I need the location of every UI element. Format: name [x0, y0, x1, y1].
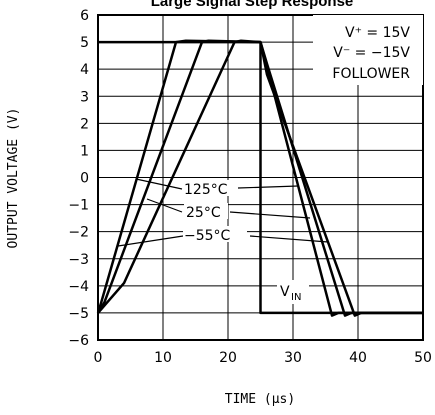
- y-tick-label: 4: [80, 62, 89, 78]
- vplus-label: V⁺ = 15V: [345, 25, 410, 41]
- callout-m55c: −55°C: [117, 226, 329, 247]
- label-m55c: −55°C: [184, 228, 231, 244]
- y-axis-label: OUTPUT VOLTAGE (V): [6, 108, 21, 249]
- x-tick-label: 30: [284, 350, 302, 366]
- callout-125c: 125°C: [135, 178, 299, 198]
- x-tick-label: 40: [349, 350, 367, 366]
- y-tick-label: −1: [68, 198, 89, 214]
- y-tick-label: −2: [68, 225, 89, 241]
- x-axis-label: TIME (μs): [225, 392, 295, 407]
- y-tick-label: −4: [68, 279, 89, 295]
- label-125c: 125°C: [184, 182, 228, 198]
- vin-label-base: V: [280, 284, 290, 300]
- y-tick-label: 3: [80, 89, 89, 105]
- follower-label: FOLLOWER: [332, 66, 410, 82]
- y-tick-label: −3: [68, 252, 89, 268]
- y-tick-labels: −6 −5 −4 −3 −2 −1 0 1 2 3 4 5 6: [68, 8, 89, 349]
- chart-title: Large Signal Step Response: [151, 0, 354, 10]
- x-tick-label: 10: [154, 350, 172, 366]
- conditions-box: [313, 15, 423, 85]
- vin-label-sub: IN: [291, 292, 301, 303]
- y-tick-label: 6: [80, 8, 89, 24]
- label-25c: 25°C: [186, 205, 221, 221]
- callout-vin: V IN: [277, 280, 309, 304]
- y-tick-label: 0: [80, 171, 89, 187]
- y-tick-label: −5: [68, 306, 89, 322]
- callout-25c: 25°C: [146, 198, 311, 221]
- y-tick-label: 2: [80, 116, 89, 132]
- y-tick-label: 5: [80, 35, 89, 51]
- y-tick-label: 1: [80, 143, 89, 159]
- x-tick-label: 20: [219, 350, 237, 366]
- x-tick-label: 50: [414, 350, 432, 366]
- plot-frame: [97, 14, 424, 341]
- series-line-55-c: [97, 39, 423, 317]
- x-tick-labels: 0 10 20 30 40 50: [94, 350, 432, 366]
- vminus-label: V⁻ = −15V: [333, 45, 410, 61]
- x-tick-label: 0: [94, 350, 103, 366]
- series-lines: [96, 39, 423, 317]
- y-tick-label: −6: [68, 333, 89, 349]
